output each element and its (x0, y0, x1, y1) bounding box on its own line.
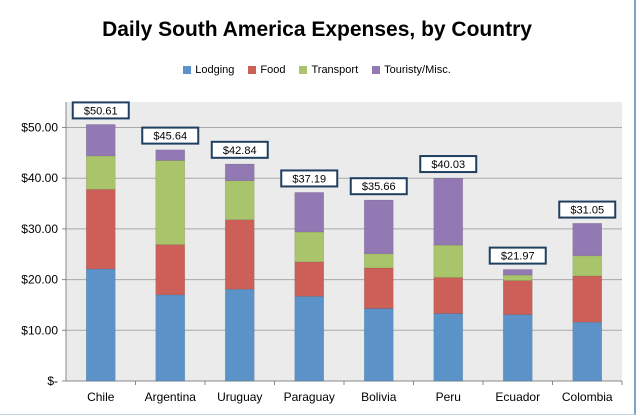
y-tick-label: $- (47, 374, 58, 388)
total-data-label: $42.84 (223, 145, 257, 157)
x-tick-label: Argentina (145, 390, 197, 404)
bar-segment-lodging (155, 294, 186, 382)
bar-segment-lodging (224, 288, 255, 382)
bar-segment-touristy-misc- (502, 269, 533, 276)
bar-segment-lodging (502, 314, 533, 382)
bar-segment-lodging (294, 296, 325, 382)
legend-item: Touristy/Misc. (372, 64, 451, 76)
legend-label: Touristy/Misc. (384, 64, 451, 76)
legend-label: Lodging (195, 64, 235, 76)
bar-segment-food (155, 244, 186, 296)
y-tick-label: $50.00 (21, 121, 58, 135)
total-data-label: $45.64 (153, 131, 187, 143)
x-tick-label: Ecuador (495, 390, 540, 404)
total-data-label: $31.05 (570, 205, 604, 217)
bar-segment-touristy-misc- (363, 199, 394, 255)
bar-segment-food (363, 267, 394, 309)
x-tick-label: Colombia (562, 390, 613, 404)
bar-segment-transport (363, 253, 394, 269)
bar-segment-touristy-misc- (433, 177, 464, 246)
x-tick-label: Bolivia (361, 390, 397, 404)
bar-segment-lodging (572, 321, 603, 382)
bar-segment-food (433, 277, 464, 314)
total-data-label: $50.61 (84, 105, 118, 117)
bar-segment-food (85, 189, 116, 270)
legend-label: Food (260, 64, 286, 76)
x-tick-label: Uruguay (217, 390, 262, 404)
bar-segment-touristy-misc- (224, 163, 255, 182)
total-label-box (71, 101, 130, 120)
bar-segment-transport (502, 274, 533, 281)
total-label-box (488, 246, 547, 265)
total-label-box (558, 200, 617, 219)
total-label-box (141, 126, 200, 145)
total-data-label: $37.19 (292, 173, 326, 185)
total-data-label: $35.66 (362, 181, 396, 193)
legend-swatch (248, 66, 257, 74)
x-tick-label: Paraguay (284, 390, 335, 404)
bar-segment-touristy-misc- (572, 223, 603, 257)
total-label-box (210, 140, 269, 159)
x-tick-label: Chile (87, 390, 115, 404)
bar-segment-transport (433, 244, 464, 278)
total-data-label: $40.03 (431, 159, 465, 171)
y-tick-label: $10.00 (21, 323, 58, 337)
bar-segment-food (502, 280, 533, 315)
total-label-box (349, 177, 408, 196)
y-tick-label: $20.00 (21, 273, 58, 287)
legend-item: Transport (299, 64, 358, 76)
bar-segment-touristy-misc- (155, 149, 186, 161)
bar-segment-transport (85, 155, 116, 190)
bar-segment-touristy-misc- (294, 192, 325, 233)
legend-swatch (183, 66, 192, 74)
bar-segment-food (224, 219, 255, 290)
x-tick-label: Peru (436, 390, 461, 404)
legend-swatch (372, 66, 381, 74)
bar-segment-food (294, 261, 325, 297)
chart-title: Daily South America Expenses, by Country (102, 18, 532, 41)
legend-swatch (299, 66, 308, 74)
bar-segment-transport (224, 180, 255, 221)
bar-segment-transport (294, 231, 325, 263)
total-data-label: $21.97 (501, 251, 535, 263)
bar-segment-lodging (363, 308, 394, 382)
bar-segment-food (572, 275, 603, 323)
y-tick-label: $40.00 (21, 171, 58, 185)
legend-item: Food (248, 64, 285, 76)
bar-segment-transport (155, 160, 186, 245)
legend-label: Transport (311, 64, 359, 76)
total-label-box (419, 155, 478, 174)
bar-segment-lodging (85, 268, 116, 382)
y-tick-label: $30.00 (21, 222, 58, 236)
total-label-box (280, 169, 339, 188)
legend: Lodging Food Transport Touristy/Misc. (0, 64, 634, 76)
legend-item: Lodging (183, 64, 234, 76)
bar-segment-touristy-misc- (85, 124, 116, 157)
bar-segment-transport (572, 255, 603, 277)
bar-segment-lodging (433, 313, 464, 382)
